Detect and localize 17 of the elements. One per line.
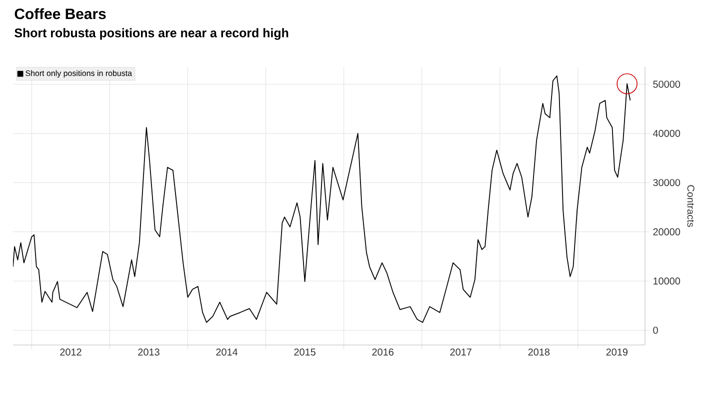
chart-subtitle: Short robusta positions are near a record high [14, 28, 288, 40]
x-tick-label: 2014 [216, 348, 238, 356]
y-tick-label: 0 [653, 326, 658, 334]
y-tick-label: 30000 [653, 179, 680, 186]
x-tick-label: 2012 [60, 348, 82, 356]
y-tick-label: 40000 [652, 130, 680, 137]
x-tick-label: 2013 [138, 348, 160, 356]
y-tick-label: 20000 [653, 228, 680, 236]
x-tick-label: 2018 [528, 348, 550, 356]
x-tick-label: 2015 [294, 348, 316, 356]
y-tick-label: 50000 [653, 80, 680, 88]
x-tick-label: 2017 [450, 348, 472, 356]
y-tick-label: 10000 [654, 278, 680, 285]
y-axis-title: Contracts [687, 185, 694, 227]
x-tick-label: 2019 [606, 348, 628, 356]
chart-title: Coffee Bears [14, 8, 106, 20]
x-tick-label: 2016 [372, 348, 394, 356]
